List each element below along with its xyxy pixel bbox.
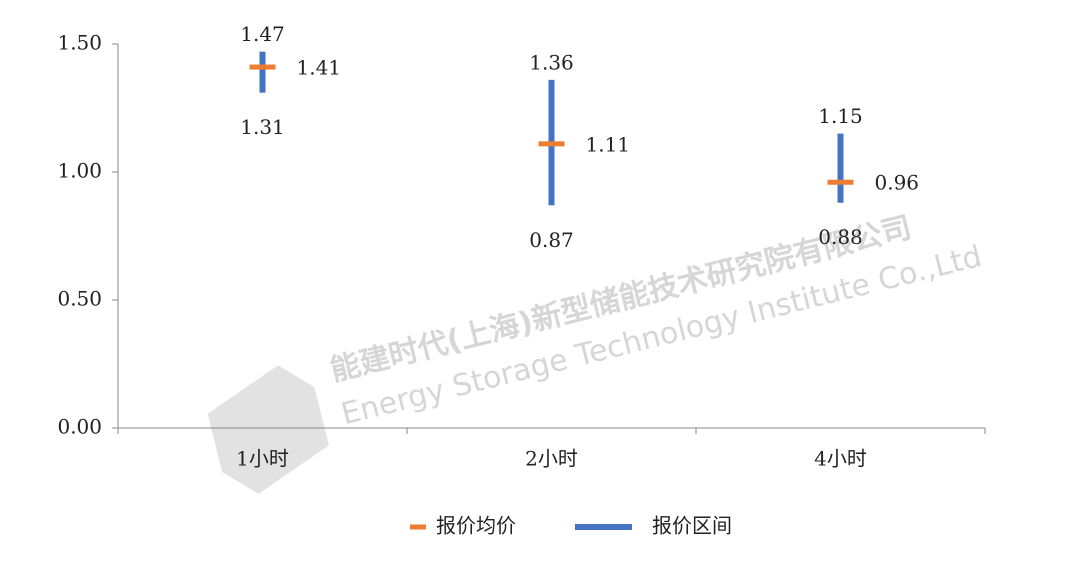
value-label: 1.15 [818,104,863,128]
y-tick-label: 0.50 [57,287,102,311]
y-tick-label: 0.00 [57,415,102,439]
value-label: 1.47 [240,22,285,46]
watermark: 能建时代(上海)新型储能技术研究院有限公司 Energy Storage Tec… [207,210,985,494]
legend-swatch [575,524,632,530]
mean-marker [538,141,565,147]
x-tick-label: 1小时 [236,447,289,471]
y-tick-label: 1.50 [57,31,102,55]
value-label: 1.36 [529,50,574,74]
value-label: 1.11 [586,132,631,156]
mean-marker [249,64,276,70]
range-bar [837,133,844,203]
legend-label: 报价区间 [652,514,732,538]
value-label: 1.41 [297,56,342,80]
mean-marker [827,179,854,185]
range-bar [259,51,266,93]
value-label: 0.87 [529,228,574,252]
value-label: 0.96 [875,171,920,195]
value-label: 0.88 [818,225,863,249]
legend-swatch [410,524,426,530]
legend-label: 报价均价 [436,514,516,538]
x-tick-label: 2小时 [525,447,578,471]
value-label: 1.31 [240,115,285,139]
y-tick-label: 1.00 [57,159,102,183]
x-tick-label: 4小时 [814,447,867,471]
watermark-logo [207,365,329,494]
